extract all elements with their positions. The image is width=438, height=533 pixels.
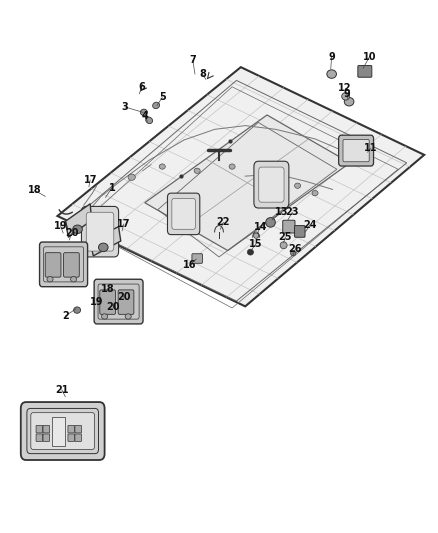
Ellipse shape xyxy=(73,225,82,233)
Text: 18: 18 xyxy=(28,185,42,196)
Ellipse shape xyxy=(342,93,350,100)
FancyBboxPatch shape xyxy=(75,434,81,441)
Ellipse shape xyxy=(280,242,287,249)
Text: 4: 4 xyxy=(141,110,148,120)
Bar xyxy=(52,417,65,446)
Ellipse shape xyxy=(125,314,131,319)
Ellipse shape xyxy=(194,168,200,173)
FancyBboxPatch shape xyxy=(64,253,79,277)
FancyBboxPatch shape xyxy=(68,425,74,433)
FancyBboxPatch shape xyxy=(118,290,134,314)
FancyBboxPatch shape xyxy=(68,434,74,441)
Text: 18: 18 xyxy=(101,284,114,294)
Ellipse shape xyxy=(327,70,336,78)
Text: 1: 1 xyxy=(109,183,115,193)
Text: 10: 10 xyxy=(363,52,376,61)
FancyBboxPatch shape xyxy=(43,425,49,433)
FancyBboxPatch shape xyxy=(254,161,289,208)
Polygon shape xyxy=(57,67,424,306)
Ellipse shape xyxy=(99,243,108,252)
FancyBboxPatch shape xyxy=(172,198,195,229)
FancyBboxPatch shape xyxy=(86,212,114,251)
Ellipse shape xyxy=(74,307,81,313)
Text: 12: 12 xyxy=(338,83,351,93)
Polygon shape xyxy=(145,115,350,251)
Polygon shape xyxy=(90,227,121,256)
FancyBboxPatch shape xyxy=(81,206,119,257)
Text: 3: 3 xyxy=(122,102,128,112)
FancyBboxPatch shape xyxy=(36,434,42,441)
Text: 5: 5 xyxy=(159,92,166,102)
Text: 9: 9 xyxy=(343,88,350,99)
FancyBboxPatch shape xyxy=(339,135,374,166)
Ellipse shape xyxy=(294,183,300,188)
Text: 20: 20 xyxy=(65,228,78,238)
Text: 17: 17 xyxy=(117,219,131,229)
Ellipse shape xyxy=(247,249,254,255)
Ellipse shape xyxy=(128,174,135,180)
FancyBboxPatch shape xyxy=(36,425,42,433)
Text: 20: 20 xyxy=(117,292,131,302)
Text: 19: 19 xyxy=(90,297,103,307)
Text: 14: 14 xyxy=(254,222,267,232)
Text: 13: 13 xyxy=(275,207,289,217)
FancyBboxPatch shape xyxy=(358,66,372,77)
Text: 24: 24 xyxy=(303,220,317,230)
Ellipse shape xyxy=(344,98,354,106)
Text: 20: 20 xyxy=(106,302,120,312)
Text: 19: 19 xyxy=(54,221,67,231)
Text: 21: 21 xyxy=(55,385,69,395)
Text: 15: 15 xyxy=(249,239,263,248)
Ellipse shape xyxy=(266,217,276,227)
Ellipse shape xyxy=(254,233,259,238)
FancyBboxPatch shape xyxy=(75,425,81,433)
FancyBboxPatch shape xyxy=(94,279,143,324)
Text: 8: 8 xyxy=(199,69,206,79)
Ellipse shape xyxy=(153,102,159,109)
Text: 6: 6 xyxy=(138,82,145,92)
FancyBboxPatch shape xyxy=(31,413,95,449)
FancyBboxPatch shape xyxy=(43,434,49,441)
Text: 11: 11 xyxy=(364,143,378,154)
FancyBboxPatch shape xyxy=(259,167,284,202)
Text: 26: 26 xyxy=(289,244,302,254)
Text: 23: 23 xyxy=(286,207,299,217)
Text: 2: 2 xyxy=(62,311,69,321)
Text: 17: 17 xyxy=(84,175,97,185)
FancyBboxPatch shape xyxy=(45,253,61,277)
Ellipse shape xyxy=(141,109,148,116)
FancyBboxPatch shape xyxy=(283,220,295,233)
FancyBboxPatch shape xyxy=(39,242,88,287)
Text: 9: 9 xyxy=(328,52,335,61)
FancyBboxPatch shape xyxy=(21,402,105,460)
Ellipse shape xyxy=(47,277,53,282)
FancyBboxPatch shape xyxy=(167,193,200,235)
Ellipse shape xyxy=(71,277,77,282)
Text: 25: 25 xyxy=(279,232,292,243)
FancyBboxPatch shape xyxy=(343,140,369,162)
Ellipse shape xyxy=(312,190,318,196)
Ellipse shape xyxy=(102,314,108,319)
Ellipse shape xyxy=(290,251,296,256)
Polygon shape xyxy=(65,204,92,237)
Ellipse shape xyxy=(159,164,165,169)
FancyBboxPatch shape xyxy=(294,225,305,237)
Text: 7: 7 xyxy=(189,55,196,65)
FancyBboxPatch shape xyxy=(100,290,116,314)
Ellipse shape xyxy=(268,172,275,177)
Text: 16: 16 xyxy=(183,261,196,270)
FancyBboxPatch shape xyxy=(192,254,202,263)
Ellipse shape xyxy=(146,117,152,124)
Text: 22: 22 xyxy=(217,217,230,228)
Ellipse shape xyxy=(229,164,235,169)
